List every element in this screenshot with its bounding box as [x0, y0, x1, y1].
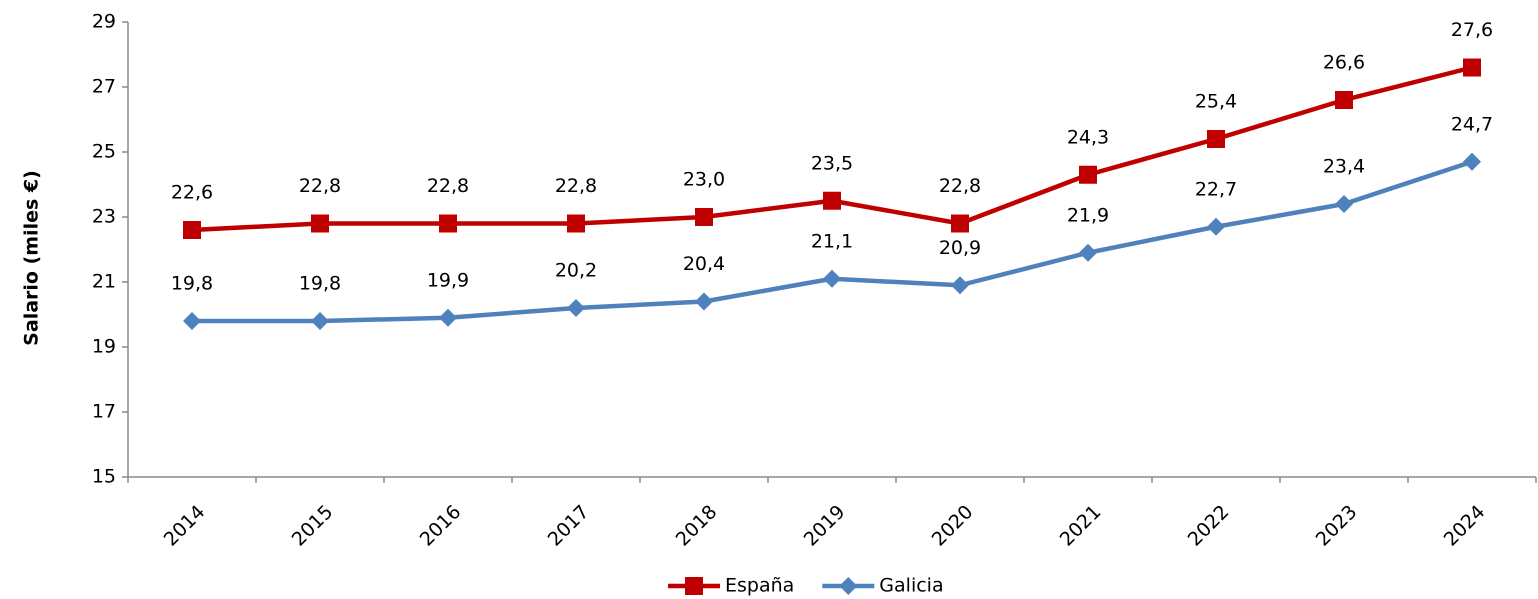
y-tick-label: 19 [92, 336, 116, 358]
data-point [1463, 58, 1481, 77]
y-axis-label: Salario (miles €) [21, 170, 43, 346]
data-label: 23,0 [683, 169, 725, 191]
data-label: 22,8 [939, 175, 981, 197]
data-label: 22,8 [555, 175, 597, 197]
y-tick-label: 15 [92, 466, 116, 488]
y-tick-label: 23 [92, 206, 116, 228]
data-point [1207, 217, 1225, 236]
x-tick-label: 2014 [160, 501, 210, 551]
data-point [1463, 152, 1481, 171]
x-tick-label: 2019 [800, 501, 850, 551]
x-tick-label: 2016 [416, 501, 466, 551]
data-point [1079, 243, 1097, 262]
data-point [951, 276, 969, 295]
data-point [311, 312, 329, 330]
data-point [1207, 130, 1225, 148]
data-label: 21,9 [1067, 204, 1109, 226]
data-label: 26,6 [1323, 52, 1365, 74]
data-point [183, 221, 201, 239]
data-label: 20,9 [939, 237, 981, 259]
data-label: 24,3 [1067, 126, 1109, 148]
data-point [439, 308, 457, 327]
data-point [1079, 165, 1097, 184]
data-point [567, 214, 585, 233]
y-tick-label: 21 [92, 271, 116, 293]
data-point [823, 191, 841, 210]
data-label: 22,7 [1195, 178, 1237, 200]
data-label: 22,8 [427, 175, 469, 197]
legend-label: Galicia [879, 575, 943, 597]
data-label: 20,2 [555, 260, 597, 282]
data-label: 19,8 [299, 273, 341, 295]
data-label: 19,9 [427, 269, 469, 291]
data-label: 27,6 [1451, 19, 1493, 41]
data-label: 25,4 [1195, 91, 1237, 113]
legend-label: España [725, 575, 794, 597]
data-point [695, 292, 713, 311]
data-point [951, 214, 969, 233]
data-point [311, 214, 329, 233]
data-point [567, 299, 585, 317]
data-label: 24,7 [1451, 113, 1493, 135]
data-point [695, 208, 713, 226]
x-tick-label: 2021 [1056, 501, 1106, 551]
legend-marker [685, 577, 703, 595]
x-tick-label: 2022 [1184, 501, 1234, 551]
data-label: 22,8 [299, 175, 341, 197]
data-point [1335, 91, 1353, 109]
data-label: 23,4 [1323, 156, 1365, 178]
data-label: 19,8 [171, 273, 213, 295]
y-tick-label: 27 [92, 76, 116, 98]
data-point [439, 214, 457, 233]
data-label: 20,4 [683, 253, 725, 275]
y-tick-label: 29 [92, 11, 116, 33]
data-point [183, 312, 201, 330]
data-point [823, 269, 841, 288]
y-tick-label: 17 [92, 401, 116, 423]
x-tick-label: 2017 [544, 501, 594, 551]
data-label: 23,5 [811, 152, 853, 174]
data-point [1335, 195, 1353, 213]
x-tick-label: 2018 [672, 501, 722, 551]
x-tick-label: 2023 [1312, 501, 1362, 551]
data-label: 21,1 [811, 230, 853, 252]
x-tick-label: 2015 [288, 501, 338, 551]
x-tick-label: 2024 [1440, 501, 1490, 551]
x-tick-label: 2020 [928, 501, 978, 551]
data-label: 22,6 [171, 182, 213, 204]
y-tick-label: 25 [92, 141, 116, 163]
legend-marker [839, 577, 858, 595]
